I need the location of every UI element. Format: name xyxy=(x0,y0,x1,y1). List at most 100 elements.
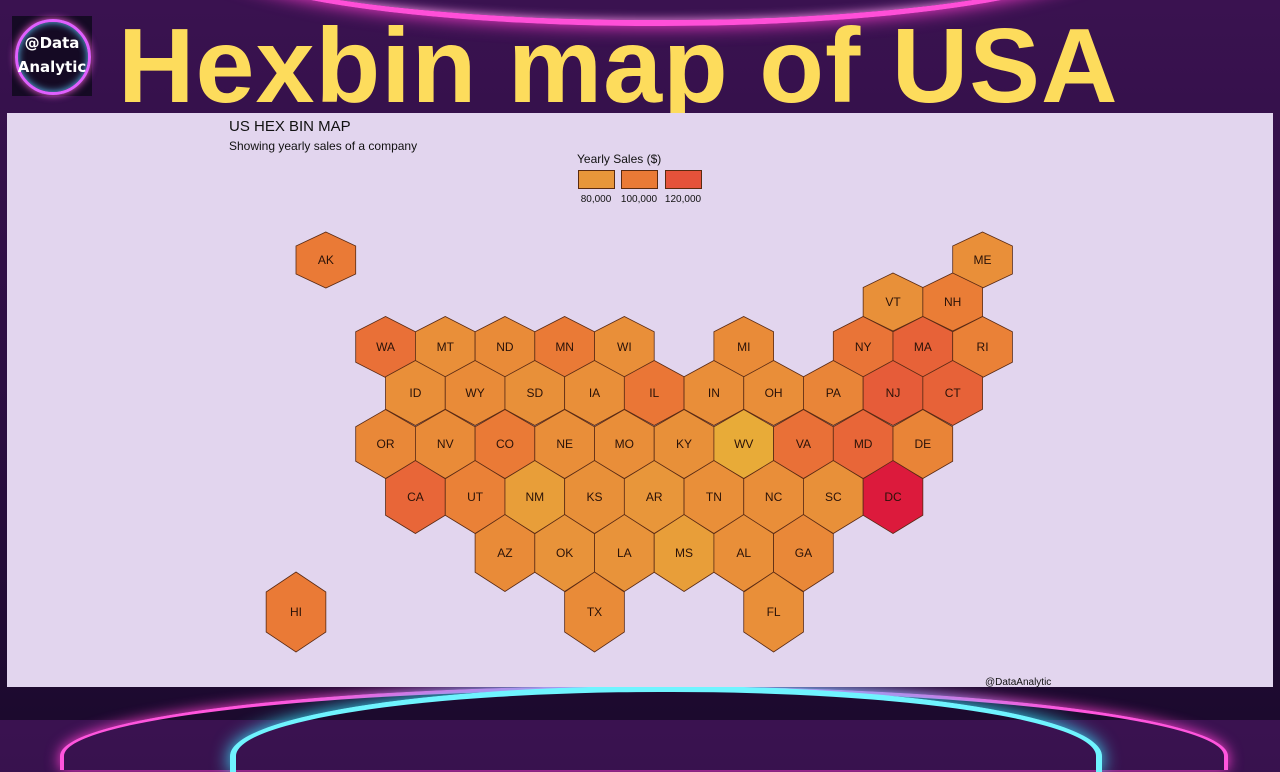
state-label: ND xyxy=(496,340,514,354)
state-hex-ri[interactable]: RI xyxy=(952,316,1013,378)
state-label: WI xyxy=(617,340,632,354)
state-label: PA xyxy=(826,386,841,400)
state-hex-ut[interactable]: UT xyxy=(444,460,506,534)
state-label: AK xyxy=(318,253,334,267)
hex-cell[interactable] xyxy=(564,571,625,653)
state-label: KY xyxy=(676,437,692,451)
state-label: CT xyxy=(945,386,962,400)
state-label: NY xyxy=(855,340,872,354)
state-hex-sc[interactable]: SC xyxy=(803,460,864,534)
state-hex-ga[interactable]: GA xyxy=(773,514,834,592)
state-label: IA xyxy=(589,386,600,400)
state-label: CO xyxy=(496,437,514,451)
state-hex-ma[interactable]: MA xyxy=(892,316,954,378)
legend-title: Yearly Sales ($) xyxy=(577,152,662,166)
state-hex-nm[interactable]: NM xyxy=(504,460,566,534)
hex-cell[interactable] xyxy=(743,571,804,653)
state-hex-ny[interactable]: NY xyxy=(832,316,894,378)
channel-logo: @Data Analytic xyxy=(12,16,92,96)
state-hex-nj[interactable]: NJ xyxy=(862,360,924,426)
hex-cell[interactable] xyxy=(922,360,983,426)
legend-swatch xyxy=(621,170,658,189)
state-label: WV xyxy=(734,437,753,451)
hex-cell[interactable] xyxy=(265,571,327,653)
state-label: NC xyxy=(765,490,783,504)
state-hex-md[interactable]: MD xyxy=(832,409,894,479)
state-label: VA xyxy=(796,437,811,451)
state-label: SD xyxy=(526,386,543,400)
state-label: LA xyxy=(617,546,632,560)
legend-swatch xyxy=(665,170,702,189)
state-label: FL xyxy=(767,605,781,619)
state-label: OK xyxy=(556,546,573,560)
state-hex-nh[interactable]: NH xyxy=(922,272,983,332)
state-label: TN xyxy=(706,490,722,504)
legend-swatch xyxy=(578,170,615,189)
state-hex-fl[interactable]: FL xyxy=(743,571,804,653)
state-label: OR xyxy=(377,437,395,451)
state-label: WA xyxy=(376,340,395,354)
state-hex-sd[interactable]: SD xyxy=(504,360,566,426)
state-hex-me[interactable]: ME xyxy=(952,231,1013,289)
state-hex-wy[interactable]: WY xyxy=(444,360,506,426)
state-label: CA xyxy=(407,490,424,504)
state-label: IN xyxy=(708,386,720,400)
state-label: VT xyxy=(885,295,901,309)
hex-cell[interactable] xyxy=(295,231,357,289)
state-label: SC xyxy=(825,490,842,504)
hexbin-map: AK ME VT NH WA MT ND MN WI MI NY MA RI ID WY SD IA IL IN OH… xyxy=(265,231,1013,653)
state-label: MD xyxy=(854,437,873,451)
state-hex-nd[interactable]: ND xyxy=(474,316,536,378)
state-hex-ak[interactable]: AK xyxy=(295,231,357,289)
hex-cell[interactable] xyxy=(773,514,834,592)
legend-label: 80,000 xyxy=(580,194,612,205)
state-hex-hi[interactable]: HI xyxy=(265,571,327,653)
state-label: MS xyxy=(675,546,693,560)
legend-label: 100,000 xyxy=(620,194,658,205)
state-hex-mi[interactable]: MI xyxy=(713,316,774,378)
state-hex-mo[interactable]: MO xyxy=(594,409,655,479)
state-label: DE xyxy=(915,437,932,451)
state-label: MN xyxy=(555,340,574,354)
state-label: ID xyxy=(409,386,421,400)
state-label: NM xyxy=(525,490,544,504)
state-label: IL xyxy=(649,386,659,400)
hex-cell[interactable] xyxy=(862,460,924,534)
state-label: WY xyxy=(465,386,484,400)
state-label: NH xyxy=(944,295,961,309)
credit-text: @DataAnalytic xyxy=(985,677,1052,688)
logo-text: Analytic xyxy=(17,58,87,76)
state-hex-az[interactable]: AZ xyxy=(474,514,536,592)
state-hex-ct[interactable]: CT xyxy=(922,360,983,426)
state-hex-tn[interactable]: TN xyxy=(683,460,745,534)
video-title: Hexbin map of USA xyxy=(118,7,1119,125)
state-label: NJ xyxy=(886,386,901,400)
state-hex-ca[interactable]: CA xyxy=(385,460,446,534)
state-label: RI xyxy=(977,340,989,354)
state-hex-in[interactable]: IN xyxy=(683,360,745,426)
state-label: MI xyxy=(737,340,750,354)
state-label: AL xyxy=(736,546,751,560)
state-hex-ky[interactable]: KY xyxy=(653,409,715,479)
logo-ring xyxy=(15,19,91,95)
state-hex-wi[interactable]: WI xyxy=(594,316,655,378)
state-label: NE xyxy=(556,437,573,451)
state-hex-wv[interactable]: WV xyxy=(713,409,774,479)
state-hex-mn[interactable]: MN xyxy=(534,316,595,378)
hex-cell[interactable] xyxy=(922,272,983,332)
state-hex-dc[interactable]: DC xyxy=(862,460,924,534)
state-label: NV xyxy=(437,437,454,451)
state-label: KS xyxy=(586,490,602,504)
state-label: MO xyxy=(615,437,634,451)
state-label: DC xyxy=(884,490,902,504)
state-label: AR xyxy=(646,490,663,504)
state-label: TX xyxy=(587,605,602,619)
state-hex-la[interactable]: LA xyxy=(594,514,655,592)
state-hex-tx[interactable]: TX xyxy=(564,571,625,653)
state-hex-id[interactable]: ID xyxy=(385,360,446,426)
state-label: OH xyxy=(765,386,783,400)
state-label: MT xyxy=(437,340,455,354)
state-label: UT xyxy=(467,490,484,504)
map-subtitle: Showing yearly sales of a company xyxy=(229,139,418,153)
state-label: HI xyxy=(290,605,302,619)
